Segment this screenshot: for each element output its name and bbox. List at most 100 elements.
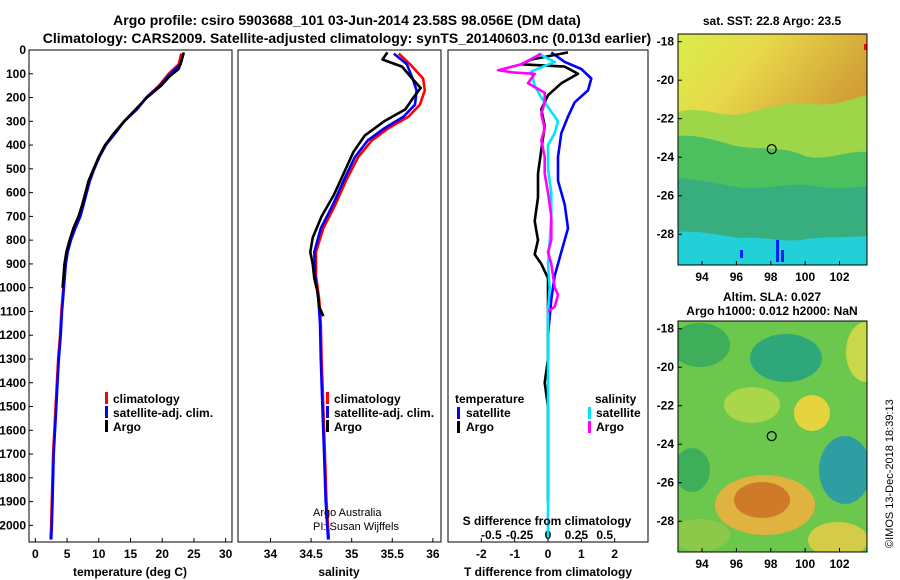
argo-profile-figure: Argo profile: csiro 5903688_101 03-Jun-2…: [0, 0, 900, 580]
depth-tick-label: 600: [6, 186, 26, 200]
temperature-axes: [29, 50, 232, 542]
salinity-axes: [238, 50, 441, 542]
sla-high-blob: [794, 395, 830, 431]
legend-sal-satellite: satellite: [596, 406, 641, 420]
sla-map-title-line2: Argo h1000: 0.012 h2000: NaN: [686, 304, 857, 318]
depth-tick-label: 900: [6, 257, 26, 271]
depth-tick-label: 800: [6, 233, 26, 247]
map-x-tick-label: 94: [695, 557, 709, 571]
map-x-tick-label: 96: [730, 557, 744, 571]
map-x-tick-label: 98: [764, 270, 778, 284]
legend-satellite-swatch: [326, 406, 329, 418]
sla-mid-blob: [670, 519, 730, 551]
sla-high-blob: [808, 522, 868, 558]
temperature-xlabel: temperature (deg C): [73, 565, 187, 579]
credit-line1: Argo Australia: [313, 507, 382, 519]
sla-map-panel: Altim. SLA: 0.027 Argo h1000: 0.012 h200…: [657, 290, 886, 571]
salinity-xlabel: salinity: [318, 565, 360, 579]
figure-title-line2: Climatology: CARS2009. Satellite-adjuste…: [43, 30, 651, 46]
map-y-tick-label: -26: [657, 189, 675, 203]
legend-climatology: climatology: [113, 392, 180, 406]
sla-low-blob: [674, 448, 710, 492]
sla-high-blob: [846, 322, 886, 382]
legend-argo-swatch: [326, 420, 329, 432]
depth-tick-label: 1500: [0, 400, 26, 414]
map-y-tick-label: -24: [657, 150, 675, 164]
map-y-tick-label: -22: [657, 399, 675, 413]
map-y-tick-label: -28: [657, 227, 675, 241]
depth-tick-label: 1200: [0, 328, 26, 342]
depth-tick-label: 200: [6, 91, 26, 105]
sla-peak-blob: [734, 482, 790, 518]
x-tick-label: 2: [611, 547, 618, 561]
x-tick-label: 34.5: [299, 547, 323, 561]
legend-temp-argo-swatch: [457, 421, 460, 433]
depth-tick-label: 1900: [0, 495, 26, 509]
map-x-tick-label: 102: [829, 557, 849, 571]
map-x-tick-label: 98: [764, 557, 778, 571]
depth-tick-label: 1700: [0, 447, 26, 461]
sst-blue-patch: [776, 240, 779, 262]
depth-tick-label: 0: [19, 43, 26, 57]
depth-tick-label: 500: [6, 162, 26, 176]
difference-xlabel-top: S difference from climatology: [463, 514, 632, 528]
map-x-tick-label: 102: [829, 270, 849, 284]
legend-temp-satellite-swatch: [457, 407, 460, 419]
x-tick-label: 1: [578, 547, 585, 561]
salinity-panel: 34 34.5 35 35.5 36 salinity climatology sate…: [238, 50, 441, 579]
map-x-tick-label: 96: [730, 270, 744, 284]
difference-xlabel: T difference from climatology: [464, 565, 632, 579]
depth-tick-label: 100: [6, 67, 26, 81]
credit-line2: PI: Susan Wijffels: [313, 521, 399, 533]
depth-tick-label: 1300: [0, 352, 26, 366]
figure-title-line1: Argo profile: csiro 5903688_101 03-Jun-2…: [113, 12, 581, 28]
sla-map-field: [670, 321, 886, 558]
map-y-tick-label: -18: [657, 322, 675, 336]
x-tick-label: 35.5: [381, 547, 405, 561]
sst-map-panel: sat. SST: 22.8 Argo: 23.5 94 96 98 100 102 -1…: [657, 14, 870, 284]
x-tick-label: 36: [426, 547, 440, 561]
map-x-tick-label: 100: [795, 557, 815, 571]
map-x-tick-label: 94: [695, 270, 709, 284]
depth-tick-label: 1400: [0, 376, 26, 390]
legend-sal-argo: Argo: [596, 420, 624, 434]
legend-climatology-swatch: [326, 392, 329, 404]
legend-temp-argo: Argo: [466, 420, 494, 434]
legend-temp-satellite: satellite: [466, 406, 511, 420]
s-diff-tick-label: -0.25: [506, 528, 534, 542]
depth-tick-label: 2000: [0, 518, 26, 532]
legend-satellite: satellite-adj. clim.: [334, 406, 434, 420]
depth-tick-label: 300: [6, 114, 26, 128]
sla-low-blob: [819, 436, 871, 504]
map-y-tick-label: -22: [657, 112, 675, 126]
depth-tick-label: 700: [6, 209, 26, 223]
sla-high-blob: [724, 387, 780, 423]
legend-climatology: climatology: [334, 392, 401, 406]
x-tick-label: 10: [92, 547, 106, 561]
x-tick-label: 5: [64, 547, 71, 561]
x-tick-label: 25: [187, 547, 201, 561]
sst-map-title: sat. SST: 22.8 Argo: 23.5: [703, 14, 842, 28]
map-x-tick-label: 100: [795, 270, 815, 284]
map-y-tick-label: -28: [657, 514, 675, 528]
x-tick-label: 0: [545, 547, 552, 561]
sst-blue-patch: [740, 250, 743, 258]
sla-low-blob: [670, 323, 730, 367]
map-y-tick-label: -26: [657, 476, 675, 490]
sst-map-field: [678, 34, 870, 265]
difference-panel: -2 -1 0 1 2-0.5 -0.25 0 0.25 0.5 T difference fr…: [448, 50, 648, 579]
legend-argo-swatch: [105, 420, 108, 432]
legend-sal-satellite-swatch: [588, 407, 591, 419]
legend-temperature-title: temperature: [455, 392, 525, 406]
x-tick-label: -2: [476, 547, 487, 561]
map-y-tick-label: -24: [657, 437, 675, 451]
map-y-tick-label: -18: [657, 35, 675, 49]
depth-tick-label: 400: [6, 138, 26, 152]
x-tick-label: -1: [509, 547, 520, 561]
x-tick-label: 35: [345, 547, 359, 561]
s-diff-tick-label: -0.5: [481, 528, 502, 542]
depth-tick-label: 1000: [0, 281, 26, 295]
legend-salinity-title: salinity: [595, 392, 637, 406]
legend-satellite: satellite-adj. clim.: [113, 406, 213, 420]
depth-tick-label: 1100: [0, 304, 26, 318]
